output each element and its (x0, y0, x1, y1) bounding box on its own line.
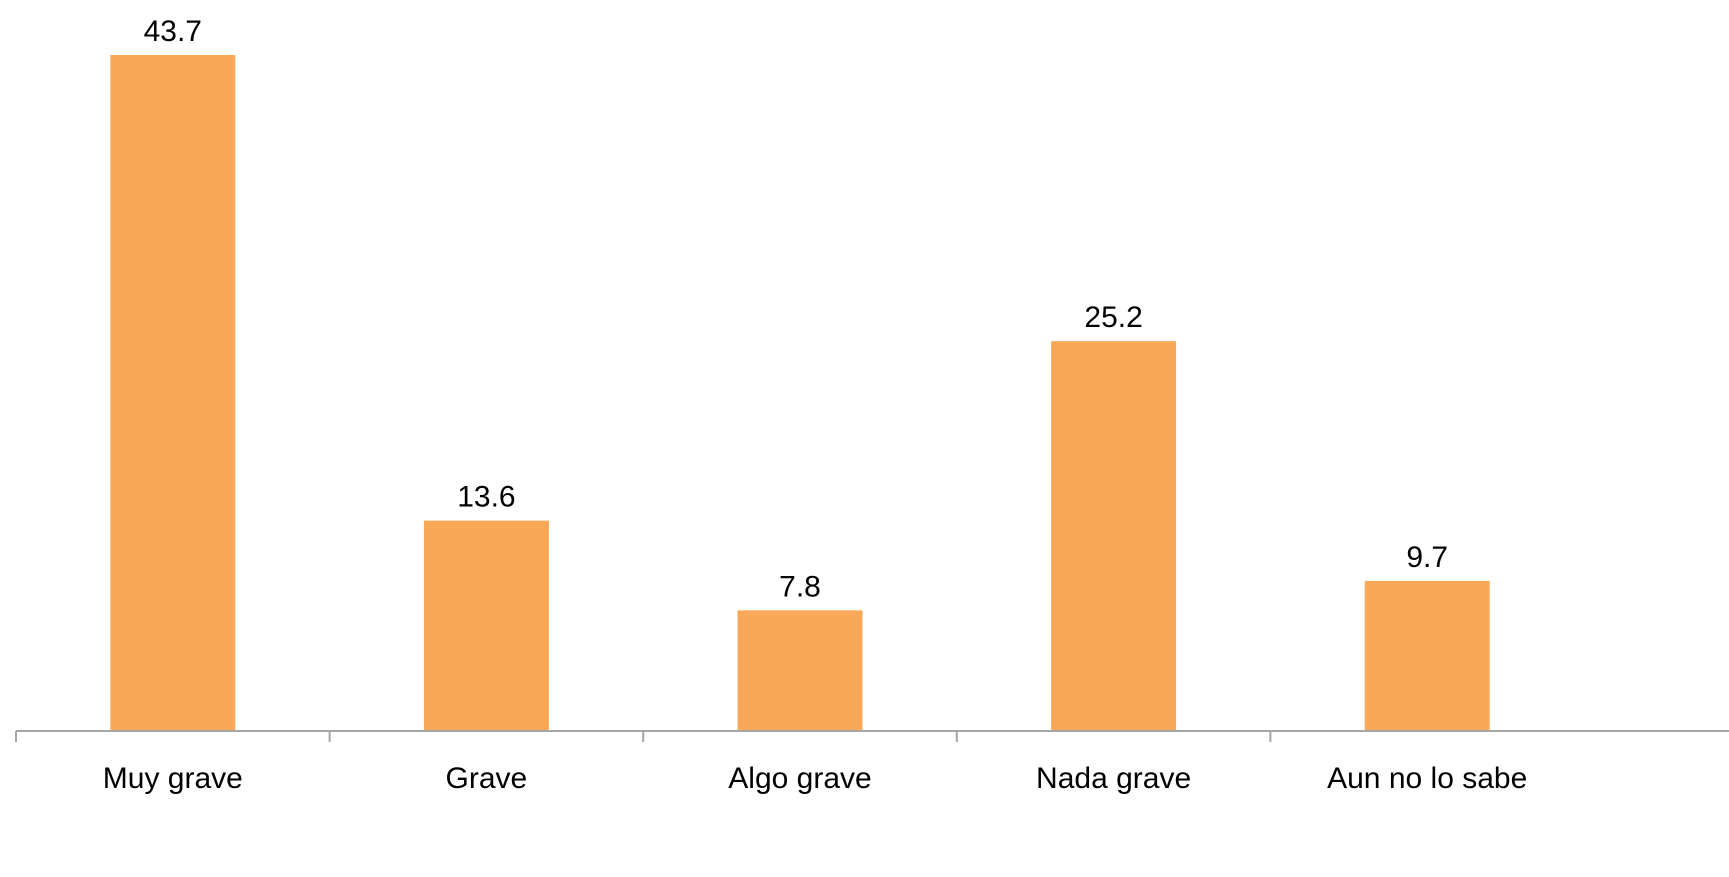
x-axis-ticks (15, 731, 1272, 742)
category-label: Grave (446, 762, 528, 795)
bar-nada-grave (1051, 341, 1177, 731)
category-labels-group: Muy grave Grave Algo grave Nada grave Aun no… (103, 762, 1528, 795)
bar-muy-grave (110, 55, 236, 731)
category-label: Muy grave (103, 762, 243, 795)
bars-group (110, 55, 1490, 731)
bar-aun-no-lo-sabe (1364, 580, 1490, 731)
value-labels-group: 43.7 13.6 7.8 25.2 9.7 (144, 15, 1448, 603)
data-label: 7.8 (779, 570, 821, 603)
data-label: 9.7 (1406, 541, 1448, 574)
bar-algo-grave (737, 610, 863, 731)
data-label: 25.2 (1084, 301, 1142, 334)
data-label: 13.6 (457, 481, 515, 514)
data-label: 43.7 (144, 15, 202, 48)
category-label: Nada grave (1036, 762, 1191, 795)
category-label: Aun no lo sabe (1327, 762, 1527, 795)
category-label: Algo grave (728, 762, 871, 795)
bar-grave (423, 520, 549, 731)
